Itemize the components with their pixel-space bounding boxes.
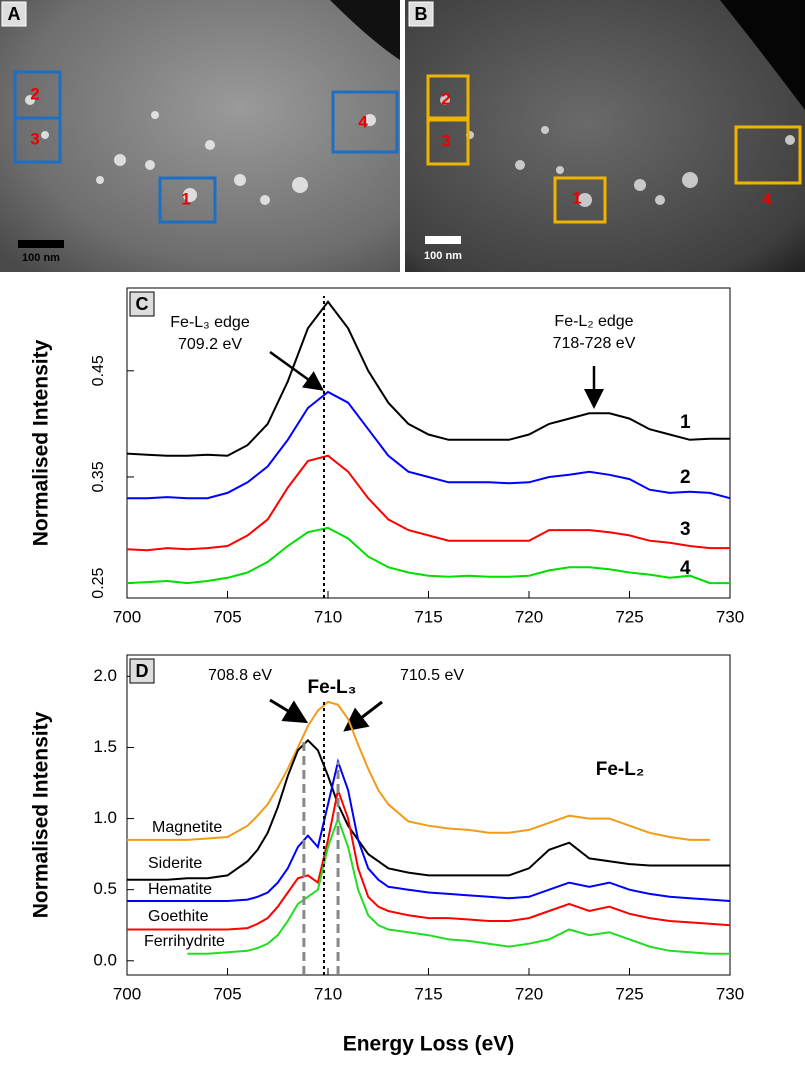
x-tick-label: 705 bbox=[213, 607, 241, 626]
series-line bbox=[126, 300, 730, 457]
x-tick-label: 730 bbox=[716, 607, 744, 626]
micrograph-a: A 2 3 1 4 100 nm bbox=[0, 0, 400, 272]
box-label: 4 bbox=[762, 189, 772, 208]
x-tick-label: 720 bbox=[515, 984, 543, 1003]
annotation: 709.2 eV bbox=[178, 336, 242, 353]
series-label: 4 bbox=[680, 558, 691, 579]
series-label: Ferrihydrite bbox=[144, 933, 225, 950]
series-label: 2 bbox=[680, 467, 691, 488]
panel-label: A bbox=[8, 4, 21, 24]
annotation: Fe-L₃ bbox=[308, 677, 357, 698]
series-label: Siderite bbox=[148, 855, 202, 872]
y-axis-label: Normalised Intensity bbox=[30, 339, 53, 546]
arrow bbox=[269, 698, 309, 724]
y-tick-label: 0.0 bbox=[93, 950, 117, 969]
panel-label: C bbox=[136, 294, 149, 314]
x-axis-label: Energy Loss (eV) bbox=[343, 1033, 515, 1056]
annotation: 710.5 eV bbox=[400, 667, 464, 684]
arrow bbox=[269, 350, 325, 391]
x-tick-label: 725 bbox=[615, 984, 643, 1003]
series-line bbox=[127, 786, 731, 931]
box-label: 1 bbox=[572, 188, 581, 207]
x-tick-label: 725 bbox=[615, 607, 643, 626]
series-label: Goethite bbox=[148, 908, 209, 925]
series-line bbox=[126, 454, 730, 552]
x-tick-label: 720 bbox=[515, 607, 543, 626]
panel-label-box bbox=[129, 291, 155, 317]
box-label: 3 bbox=[441, 131, 450, 150]
micrograph-b: B 2 3 1 4 100 nm bbox=[405, 0, 805, 272]
y-tick-label: 0.5 bbox=[93, 879, 117, 898]
box-label: 2 bbox=[441, 89, 450, 108]
y-tick-label: 0.25 bbox=[90, 567, 107, 598]
plot-frame bbox=[126, 287, 731, 599]
x-tick-label: 710 bbox=[314, 607, 342, 626]
x-tick-label: 715 bbox=[414, 607, 442, 626]
panel-label: D bbox=[136, 661, 149, 681]
annotation: 708.8 eV bbox=[208, 667, 272, 684]
series-line bbox=[187, 815, 730, 955]
box-label: 2 bbox=[30, 84, 39, 103]
annotation: Fe-L₂ bbox=[596, 759, 645, 780]
annotation: Fe-L₃ edge bbox=[170, 314, 250, 331]
y-tick-label: 0.35 bbox=[90, 461, 107, 492]
box-label: 4 bbox=[358, 112, 368, 131]
series-label: 3 bbox=[680, 519, 691, 540]
scale-label: 100 nm bbox=[22, 252, 60, 264]
panel-label-box bbox=[129, 658, 155, 684]
series-label: Hematite bbox=[148, 881, 212, 898]
series-line bbox=[127, 738, 730, 881]
y-tick-label: 0.45 bbox=[90, 355, 107, 386]
box-label: 1 bbox=[181, 189, 190, 208]
series-line bbox=[127, 390, 731, 500]
y-tick-label: 1.5 bbox=[93, 737, 117, 756]
annotation: 718-728 eV bbox=[553, 335, 636, 352]
x-tick-label: 710 bbox=[314, 984, 342, 1003]
series-label: Magnetite bbox=[152, 819, 222, 836]
x-tick-label: 715 bbox=[414, 984, 442, 1003]
series-line bbox=[127, 700, 710, 841]
plot-frame bbox=[126, 654, 731, 976]
arrow bbox=[343, 700, 383, 732]
y-tick-label: 2.0 bbox=[93, 666, 117, 685]
series-line bbox=[126, 526, 730, 585]
y-tick-label: 1.0 bbox=[93, 808, 117, 827]
annotation: Fe-L₂ edge bbox=[554, 313, 633, 330]
scale-label: 100 nm bbox=[424, 250, 462, 262]
x-tick-label: 705 bbox=[213, 984, 241, 1003]
series-label: 1 bbox=[680, 412, 691, 433]
y-axis-label: Normalised Intensity bbox=[30, 711, 53, 918]
x-tick-label: 700 bbox=[113, 607, 141, 626]
panel-label: B bbox=[415, 4, 428, 24]
series-line bbox=[127, 758, 731, 902]
x-tick-label: 700 bbox=[113, 984, 141, 1003]
box-label: 3 bbox=[30, 129, 39, 148]
x-tick-label: 730 bbox=[716, 984, 744, 1003]
